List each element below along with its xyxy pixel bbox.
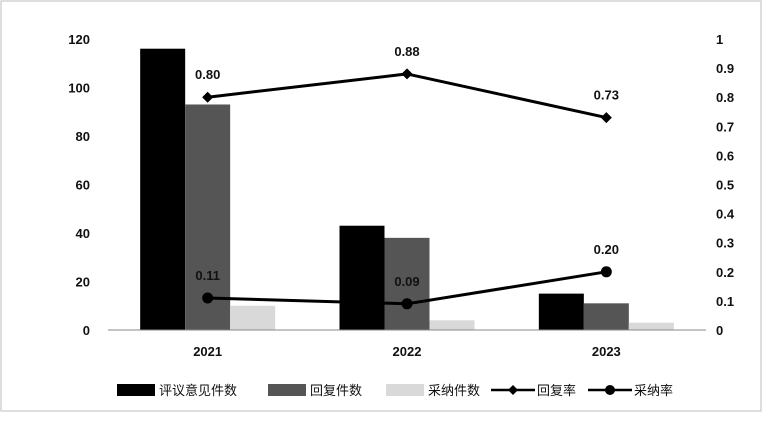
marker-回复率-2021 (202, 91, 214, 103)
lines-layer (202, 68, 612, 310)
legend-swatch-回复件数 (268, 384, 306, 396)
legend-marker-回复率 (508, 385, 518, 395)
y-right-tick-0.3: 0.3 (716, 236, 734, 251)
marker-采纳率-2021 (202, 292, 214, 304)
y-axis-left-ticks: 0 20 40 60 80 100 120 (68, 32, 90, 338)
y-left-tick-20: 20 (76, 275, 90, 290)
data-label-回复率-2021: 0.80 (195, 67, 220, 82)
x-axis-ticks: 2021 2022 2023 (193, 344, 621, 359)
data-labels-layer: 0.80 0.88 0.73 0.11 0.09 0.20 (195, 44, 619, 289)
y-left-tick-120: 120 (68, 32, 90, 47)
y-right-tick-0.9: 0.9 (716, 61, 734, 76)
marker-回复率-2023 (600, 112, 612, 124)
y-left-tick-60: 60 (76, 178, 90, 193)
y-right-tick-0.6: 0.6 (716, 148, 734, 163)
y-right-tick-0: 0 (716, 323, 723, 338)
marker-回复率-2022 (401, 68, 413, 80)
bar-评议意见件数-2021 (140, 48, 186, 330)
bar-采纳件数-2023 (628, 322, 674, 330)
y-left-tick-40: 40 (76, 226, 90, 241)
bars-layer (140, 48, 674, 330)
bar-回复件数-2021 (185, 104, 231, 330)
data-label-采纳率-2022: 0.09 (394, 274, 419, 289)
data-label-回复率-2022: 0.88 (394, 44, 419, 59)
y-right-tick-0.5: 0.5 (716, 178, 734, 193)
legend-label-回复率: 回复率 (537, 383, 576, 399)
legend-label-评议意见件数: 评议意见件数 (159, 383, 237, 399)
bar-采纳件数-2021 (230, 305, 276, 330)
legend: 评议意见件数 回复件数 采纳件数 回复率 采纳率 (117, 383, 673, 399)
legend-marker-采纳率 (605, 385, 615, 395)
y-right-tick-1: 1 (716, 32, 723, 47)
bar-评议意见件数-2022 (339, 225, 385, 330)
bar-回复件数-2022 (384, 237, 430, 330)
y-right-tick-0.4: 0.4 (716, 207, 735, 222)
y-right-tick-0.8: 0.8 (716, 90, 734, 105)
chart-border (0, 0, 762, 412)
y-right-tick-0.2: 0.2 (716, 265, 734, 280)
data-label-采纳率-2023: 0.20 (594, 242, 619, 257)
y-axis-right-ticks: 0 0.1 0.2 0.3 0.4 0.5 0.6 0.7 0.8 0.9 1 (716, 32, 735, 338)
y-right-tick-0.1: 0.1 (716, 294, 734, 309)
y-left-tick-100: 100 (68, 81, 90, 96)
y-left-tick-80: 80 (76, 129, 90, 144)
legend-label-回复件数: 回复件数 (310, 384, 362, 399)
x-tick-2022: 2022 (393, 344, 422, 359)
data-label-回复率-2023: 0.73 (594, 88, 619, 103)
legend-label-采纳件数: 采纳件数 (428, 384, 480, 399)
data-label-采纳率-2021: 0.11 (195, 268, 220, 283)
marker-采纳率-2023 (600, 266, 612, 278)
legend-swatch-采纳件数 (386, 384, 424, 396)
legend-label-采纳率: 采纳率 (634, 383, 673, 399)
x-tick-2023: 2023 (592, 344, 621, 359)
legend-swatch-评议意见件数 (117, 384, 155, 396)
bar-采纳件数-2022 (429, 320, 475, 330)
y-right-tick-0.7: 0.7 (716, 119, 734, 134)
x-tick-2021: 2021 (193, 344, 222, 359)
y-left-tick-0: 0 (83, 323, 90, 338)
marker-采纳率-2022 (401, 298, 413, 310)
bar-评议意见件数-2023 (538, 293, 584, 330)
bar-回复件数-2023 (583, 303, 629, 330)
